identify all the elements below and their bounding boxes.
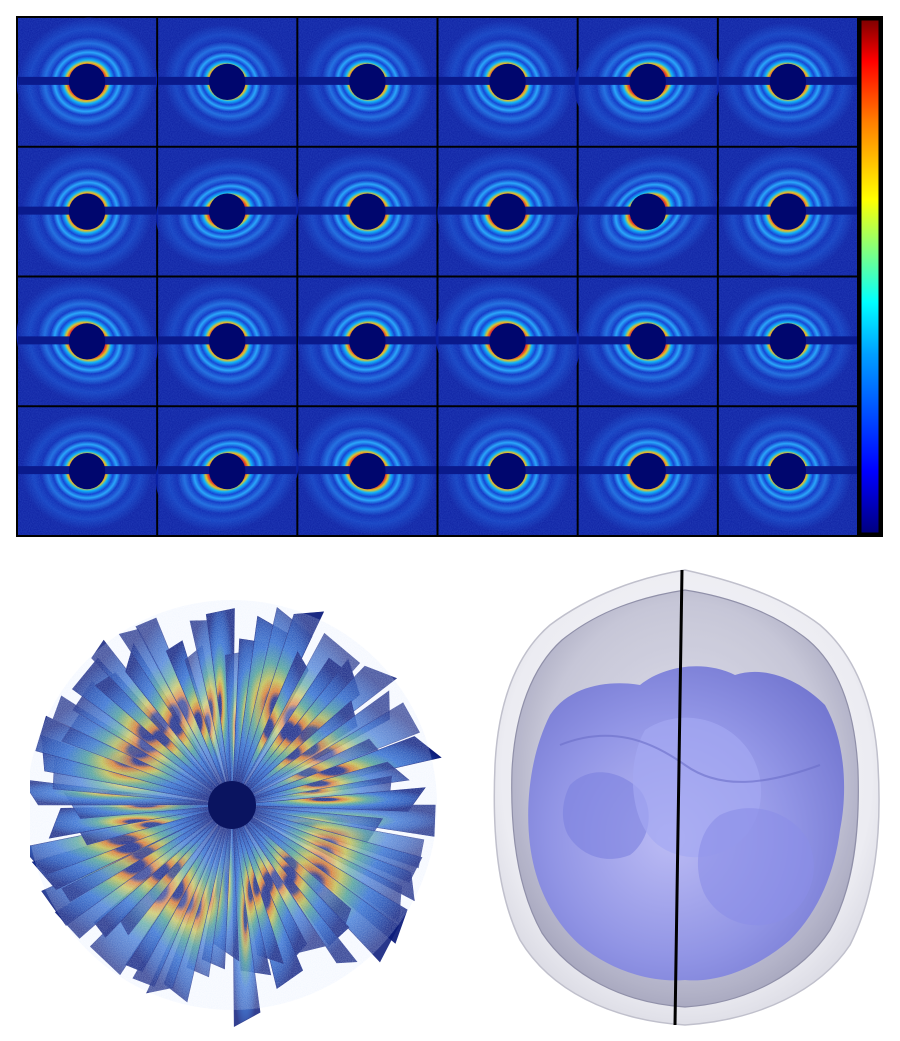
beam-stop-center (629, 452, 666, 490)
beam-stop-center (489, 452, 526, 490)
merged-center (208, 781, 256, 829)
pattern-tile (718, 18, 857, 146)
beam-stop-center (349, 63, 386, 101)
pattern-tile (297, 277, 437, 406)
electron-density-svg (493, 569, 880, 1026)
pattern-tile (438, 407, 577, 535)
pattern-tile (158, 18, 297, 146)
symmetry-axis (673, 569, 684, 1026)
pattern-tile (298, 147, 437, 276)
beam-stop-center (349, 323, 386, 360)
beam-stop-center (68, 63, 106, 101)
pattern-tile (155, 407, 299, 535)
beam-stop-center (629, 193, 666, 230)
pattern-tile (718, 147, 857, 276)
beam-stop-center (769, 193, 807, 230)
pattern-tile (155, 147, 299, 276)
merged-intensity-svg (21, 600, 442, 1028)
pattern-tile (298, 407, 437, 535)
diffraction-pattern-canvas (16, 17, 880, 535)
density-ridge (559, 734, 821, 783)
beam-stop-center (209, 452, 246, 490)
pattern-tile (435, 277, 580, 406)
pattern-tile (18, 407, 157, 535)
beam-stop-center (209, 323, 246, 360)
beam-stop-center (629, 323, 666, 360)
beam-stop-center (769, 323, 807, 360)
pattern-tile (574, 18, 721, 146)
beam-stop-center (629, 63, 666, 101)
beam-stop-center (209, 193, 246, 230)
pattern-tile (16, 277, 158, 406)
colorbar (860, 19, 880, 534)
density-lobe-a (562, 772, 649, 859)
diffraction-pattern-grid (16, 16, 883, 537)
pattern-tile (438, 18, 577, 146)
pattern-tiles (16, 17, 857, 535)
beam-stop-center (68, 193, 106, 230)
beam-stop-center (489, 63, 526, 101)
beam-stop-center (769, 63, 807, 101)
beam-stop-center (769, 452, 807, 490)
merged-intensity-map (21, 590, 450, 1030)
pattern-tile (718, 277, 857, 406)
pattern-tile (298, 18, 437, 146)
pattern-tile (578, 277, 718, 406)
merged-slices (21, 600, 442, 1028)
pattern-tile (437, 147, 578, 276)
electron-density-model (490, 565, 890, 1030)
density-lobe-c (697, 808, 814, 926)
beam-stop-center (209, 63, 246, 101)
pattern-tile (158, 277, 297, 406)
beam-stop-center (349, 452, 386, 490)
pattern-tile (16, 17, 158, 147)
beam-stop-center (489, 323, 526, 360)
pattern-tile (578, 407, 717, 535)
pattern-tile (578, 147, 718, 276)
beam-stop-center (68, 452, 106, 490)
beam-stop-center (489, 193, 526, 230)
pattern-tile (18, 147, 157, 276)
pattern-tile (718, 407, 857, 535)
beam-stop-center (68, 323, 106, 360)
beam-stop-center (349, 193, 386, 230)
